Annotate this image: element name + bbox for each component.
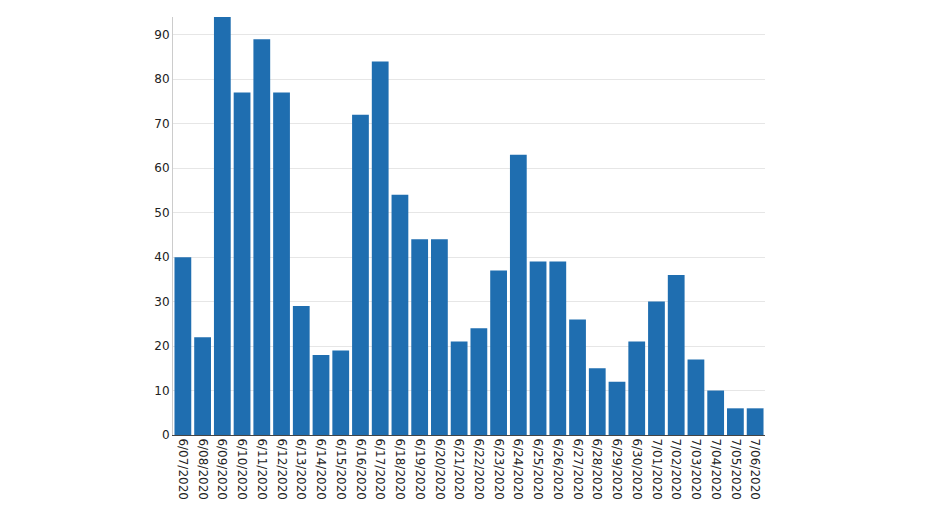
svg-text:6/13/2020: 6/13/2020 — [294, 438, 308, 500]
svg-text:6/25/2020: 6/25/2020 — [531, 438, 545, 500]
svg-text:6/20/2020: 6/20/2020 — [433, 438, 447, 500]
svg-text:6/09/2020: 6/09/2020 — [215, 438, 229, 500]
svg-text:20: 20 — [154, 339, 169, 353]
svg-text:70: 70 — [154, 117, 169, 131]
svg-text:7/02/2020: 7/02/2020 — [669, 438, 683, 500]
svg-text:6/07/2020: 6/07/2020 — [176, 438, 190, 500]
svg-text:6/27/2020: 6/27/2020 — [571, 438, 585, 500]
svg-text:60: 60 — [154, 161, 169, 175]
svg-text:7/05/2020: 7/05/2020 — [729, 438, 743, 500]
svg-text:0: 0 — [162, 428, 170, 442]
svg-text:90: 90 — [154, 28, 169, 42]
svg-text:6/17/2020: 6/17/2020 — [373, 438, 387, 500]
svg-text:6/14/2020: 6/14/2020 — [314, 438, 328, 500]
svg-text:6/15/2020: 6/15/2020 — [334, 438, 348, 500]
svg-text:6/29/2020: 6/29/2020 — [610, 438, 624, 500]
svg-text:10: 10 — [154, 384, 169, 398]
svg-text:7/04/2020: 7/04/2020 — [709, 438, 723, 500]
svg-text:6/24/2020: 6/24/2020 — [511, 438, 525, 500]
svg-text:6/30/2020: 6/30/2020 — [630, 438, 644, 500]
svg-text:6/21/2020: 6/21/2020 — [452, 438, 466, 500]
svg-text:30: 30 — [154, 295, 169, 309]
svg-text:6/12/2020: 6/12/2020 — [275, 438, 289, 500]
svg-text:6/28/2020: 6/28/2020 — [590, 438, 604, 500]
svg-text:6/10/2020: 6/10/2020 — [235, 438, 249, 500]
svg-text:6/11/2020: 6/11/2020 — [255, 438, 269, 500]
svg-text:6/26/2020: 6/26/2020 — [551, 438, 565, 500]
svg-text:6/18/2020: 6/18/2020 — [393, 438, 407, 500]
svg-text:6/19/2020: 6/19/2020 — [413, 438, 427, 500]
svg-text:7/03/2020: 7/03/2020 — [689, 438, 703, 500]
svg-text:7/06/2020: 7/06/2020 — [748, 438, 762, 500]
svg-text:6/23/2020: 6/23/2020 — [492, 438, 506, 500]
svg-text:40: 40 — [154, 250, 169, 264]
svg-text:6/08/2020: 6/08/2020 — [196, 438, 210, 500]
svg-text:80: 80 — [154, 72, 169, 86]
svg-text:6/22/2020: 6/22/2020 — [472, 438, 486, 500]
svg-text:50: 50 — [154, 206, 169, 220]
svg-text:6/16/2020: 6/16/2020 — [354, 438, 368, 500]
svg-text:7/01/2020: 7/01/2020 — [650, 438, 664, 500]
